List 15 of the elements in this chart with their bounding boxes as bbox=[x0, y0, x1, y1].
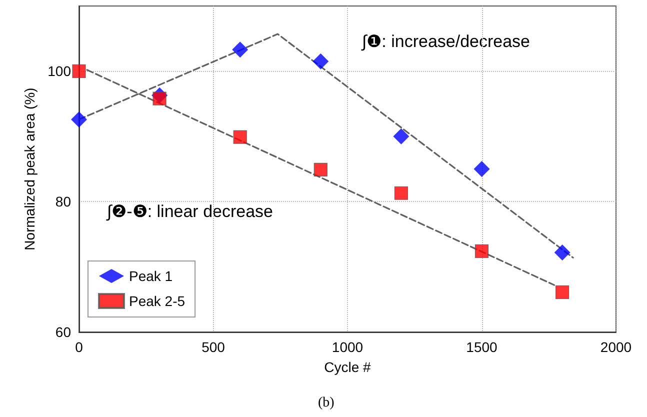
legend-label: Peak 2-5 bbox=[129, 293, 186, 309]
y-tick-label: 100 bbox=[48, 63, 72, 80]
text: (b) bbox=[318, 396, 335, 410]
x-tick-label: 500 bbox=[202, 339, 226, 355]
x-tick-label: 2000 bbox=[600, 339, 632, 355]
x-tick-label: 1000 bbox=[332, 339, 364, 355]
x-tick-label: 1500 bbox=[466, 339, 498, 355]
annotation: ∫❶: increase/decrease bbox=[361, 32, 530, 51]
legend-label: Peak 1 bbox=[129, 268, 173, 284]
y-tick-label: 60 bbox=[55, 324, 72, 340]
y-tick-label: 80 bbox=[55, 194, 72, 210]
x-axis-title: Cycle # bbox=[324, 359, 372, 375]
y-axis-title: Normalized peak area (%) bbox=[22, 88, 38, 250]
annotation: ∫❷-❺: linear decrease bbox=[106, 202, 273, 221]
x-tick-label: 0 bbox=[75, 339, 84, 355]
